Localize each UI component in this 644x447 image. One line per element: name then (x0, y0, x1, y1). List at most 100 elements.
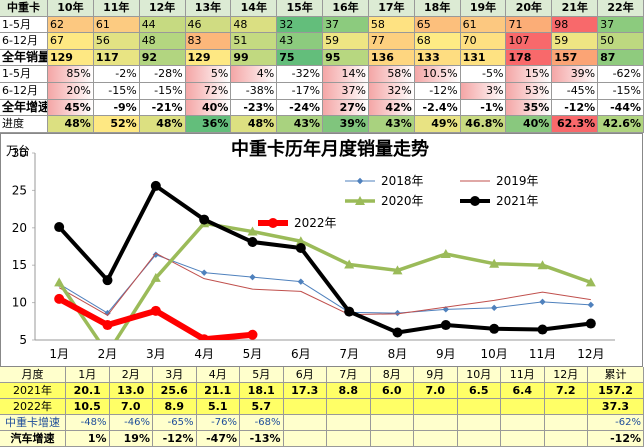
marker (247, 226, 258, 236)
y-tick-label: 20 (12, 221, 27, 235)
table-cell: 129 (185, 49, 232, 67)
table-cell: 17.3 (283, 383, 327, 399)
marker (295, 236, 306, 246)
table-cell: -44% (598, 99, 644, 117)
x-tick-label: 8月 (388, 347, 408, 361)
series-line (58, 254, 591, 314)
table-cell: 58% (368, 66, 415, 83)
x-tick-label: 9月 (436, 347, 456, 361)
table-cell: -1% (460, 99, 507, 117)
marker (199, 214, 210, 225)
empty-cell (544, 399, 588, 415)
header-cell: 18年 (414, 0, 461, 17)
table-cell: 5.1 (196, 399, 240, 415)
table-cell: 6.4 (501, 383, 545, 399)
table-cell: 8.8 (327, 383, 371, 399)
table-cell: 32% (368, 83, 415, 100)
legend-label: 2019年 (496, 174, 539, 188)
table-cell: 37 (598, 16, 644, 34)
marker (489, 258, 500, 268)
header-cell: 14年 (231, 0, 278, 17)
table-cell: 15% (506, 66, 553, 83)
marker (392, 265, 403, 275)
table-cell: 39% (323, 116, 369, 133)
legend-label: 2020年 (381, 194, 424, 208)
header-cell: 16年 (323, 0, 369, 17)
table-cell: 1% (66, 431, 110, 447)
table-cell: 48 (139, 33, 186, 50)
table-cell: 27% (323, 99, 369, 117)
table-cell: -5% (460, 66, 507, 83)
table-cell: -46% (109, 415, 153, 431)
table-cell: 52% (93, 116, 140, 133)
table-cell: -32% (277, 66, 324, 83)
legend-label: 2018年 (381, 174, 424, 188)
table-cell: -13% (240, 431, 284, 447)
table-cell: 5.7 (240, 399, 284, 415)
marker (150, 272, 161, 282)
marker (295, 242, 306, 253)
table-cell: 99 (231, 49, 278, 67)
table-cell: 40% (506, 116, 553, 133)
table-cell: -48% (66, 415, 110, 431)
table-cell: 48% (139, 116, 186, 133)
table-cell: 40% (185, 99, 232, 117)
marker (585, 318, 596, 329)
header-cell: 13年 (185, 0, 232, 17)
table-cell: 3% (460, 83, 507, 100)
table-cell: 95 (323, 49, 369, 67)
marker (150, 305, 161, 316)
row-label: 中重卡增速 (0, 415, 66, 431)
marker (440, 320, 451, 331)
series-line (57, 221, 592, 340)
table-cell: 5% (185, 66, 232, 83)
table-cell: 136 (368, 49, 415, 67)
table-cell: -65% (153, 415, 197, 431)
table-cell: 6.0 (370, 383, 414, 399)
table-cell: 178 (506, 49, 553, 67)
x-tick-label: 3月 (146, 347, 166, 361)
table-cell: 157.2 (588, 383, 644, 399)
row-label: 2022年 (0, 399, 66, 415)
table-cell: 59 (552, 33, 599, 50)
table-cell: -12% (588, 431, 644, 447)
marker (199, 334, 210, 340)
table-cell: -2% (93, 66, 140, 83)
table-cell: 58 (368, 16, 415, 34)
header-cell: 5月 (240, 367, 284, 383)
table-cell: 32 (277, 16, 324, 34)
legend-label: 2021年 (496, 194, 539, 208)
table-cell: -21% (139, 99, 186, 117)
table-cell: 43 (277, 33, 324, 50)
table-cell: 4% (231, 66, 278, 83)
x-tick-label: 6月 (291, 347, 311, 361)
table-cell: -47% (196, 431, 240, 447)
marker (54, 222, 65, 233)
row-label: 6-12月 (0, 83, 48, 100)
table-cell: 43% (368, 116, 415, 133)
y-tick-label: 25 (12, 183, 27, 197)
table-cell: 44 (139, 16, 186, 34)
table-cell: -12% (414, 83, 461, 100)
table-cell: 133 (414, 49, 461, 67)
marker (537, 260, 548, 270)
empty-cell (370, 399, 414, 415)
table-cell: 61 (460, 16, 507, 34)
table-cell: 25.6 (153, 383, 197, 399)
header-cell: 19年 (460, 0, 507, 17)
header-cell: 累计 (588, 367, 644, 383)
table-cell: -12% (552, 99, 599, 117)
table-cell: -62% (588, 415, 644, 431)
table-cell: 21.1 (196, 383, 240, 399)
empty-cell (501, 415, 545, 431)
table-cell: 157 (552, 49, 599, 67)
marker (539, 298, 546, 306)
table-cell: 72% (185, 83, 232, 100)
table-cell: -15% (598, 83, 644, 100)
table-cell: 46 (185, 16, 232, 34)
marker (392, 327, 403, 338)
empty-cell (457, 399, 501, 415)
header-cell: 11月 (501, 367, 545, 383)
header-cell: 8月 (370, 367, 414, 383)
empty-cell (544, 431, 588, 447)
